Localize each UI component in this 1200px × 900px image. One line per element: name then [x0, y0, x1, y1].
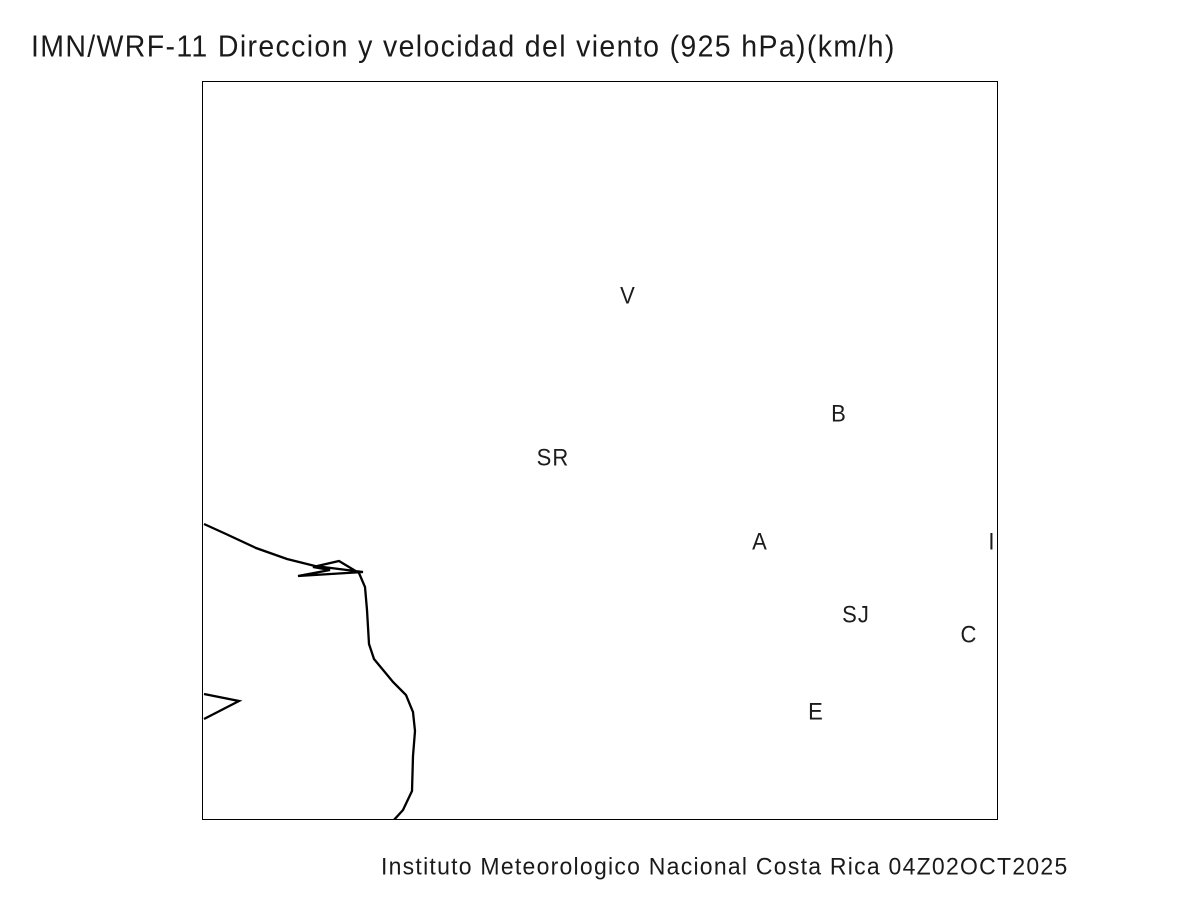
coastline-pacific-coast-main [203, 522, 417, 819]
coastline-gulf-peninsula-notch [203, 692, 243, 721]
footer-credit: Instituto Meteorologico Nacional Costa R… [381, 852, 1069, 880]
coastline-layer [203, 522, 417, 819]
map-canvas: V B SR A I SJ C E [203, 82, 997, 819]
map-frame: V B SR A I SJ C E [202, 81, 998, 820]
page-title: IMN/WRF-11 Direccion y velocidad del vie… [31, 30, 896, 64]
